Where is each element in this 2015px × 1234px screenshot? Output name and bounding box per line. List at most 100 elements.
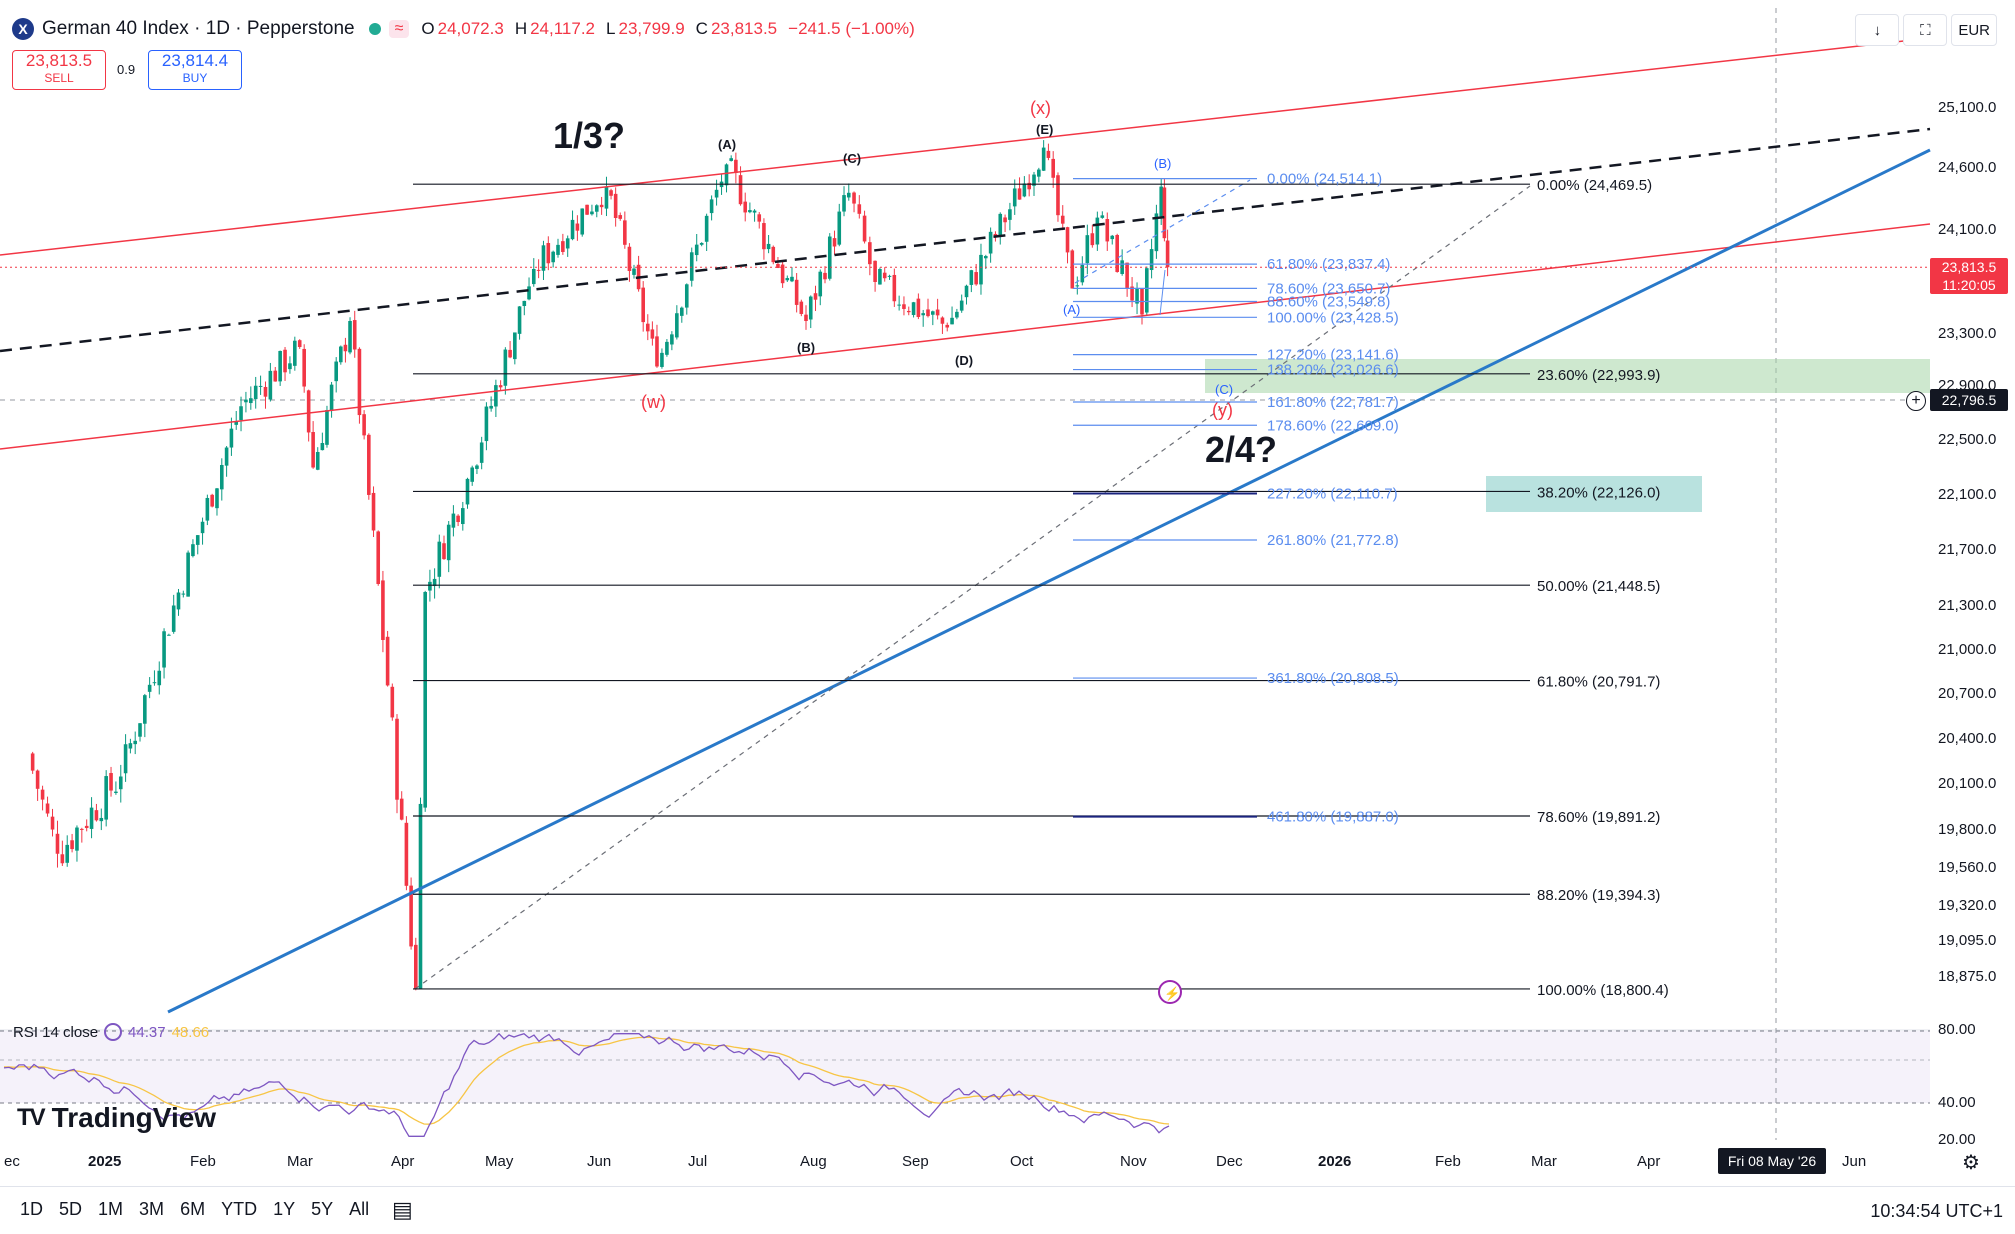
candle-body	[729, 158, 733, 161]
candle-body	[181, 593, 186, 595]
candle-body	[921, 313, 925, 316]
candle-body	[244, 399, 248, 403]
candle-body	[30, 753, 35, 771]
candle-body	[498, 385, 503, 388]
fib-extension-label: 178.60% (22,609.0)	[1267, 417, 1399, 434]
channel-lower-line	[0, 223, 1931, 450]
price-axis-label: 21,700.0	[1938, 541, 1997, 558]
candle-body	[118, 776, 123, 790]
current-price: 23,813.5	[1941, 259, 1997, 275]
wave-indicator-icon[interactable]: ≈	[388, 20, 410, 38]
candle-body	[513, 332, 517, 360]
tradingview-mark-icon: TV	[17, 1104, 46, 1131]
candle-body	[950, 317, 954, 325]
candle-body	[1046, 150, 1051, 158]
candle-body	[618, 215, 623, 219]
candle-body	[399, 798, 404, 820]
candle-body	[432, 578, 437, 587]
candle-body	[645, 323, 650, 332]
download-icon[interactable]: ↓	[1855, 14, 1900, 46]
range-ytd[interactable]: YTD	[221, 1199, 258, 1219]
candle-body	[239, 406, 243, 421]
candle-body	[931, 311, 935, 315]
range-6m[interactable]: 6M	[180, 1199, 206, 1219]
rsi-source-icon[interactable]	[104, 1023, 123, 1041]
price-axis-label: 20,700.0	[1938, 685, 1997, 702]
candle-body	[852, 192, 856, 204]
tradingview-logo[interactable]: TV TradingView	[17, 1102, 216, 1134]
candle-body	[283, 349, 287, 373]
candle-body	[418, 803, 423, 990]
time-axis-label: Jun	[1842, 1153, 1867, 1170]
rsi-legend[interactable]: RSI 14 close 44.37 48.66	[13, 1023, 209, 1041]
candle-body	[1145, 268, 1149, 313]
wave-label: (C)	[843, 151, 861, 166]
time-axis-label: Apr	[1637, 1153, 1661, 1170]
sell-button[interactable]: 23,813.5 SELL	[12, 50, 106, 90]
candle-body	[650, 329, 655, 339]
candle-body	[561, 241, 565, 252]
candle-body	[604, 186, 609, 209]
candle-body	[790, 276, 794, 282]
range-5y[interactable]: 5Y	[311, 1199, 334, 1219]
candle-body	[556, 244, 560, 255]
candle-body	[1041, 147, 1046, 171]
rsi-ma-value: 48.66	[171, 1023, 210, 1041]
symbol-title[interactable]: German 40 Index · 1D · Pepperstone	[42, 18, 355, 39]
goto-date-calendar-icon[interactable]: ▤	[392, 1197, 413, 1222]
candle-body	[171, 605, 176, 632]
candle-body	[479, 442, 484, 463]
wave-label: (y)	[1212, 400, 1233, 420]
symbol-logo-icon[interactable]: X	[12, 18, 34, 40]
fib-extension-label: 88.60% (23,549.8)	[1267, 294, 1390, 311]
fib-zone-23-6	[1205, 359, 1930, 393]
candle-body	[40, 789, 45, 800]
ohlc-change-value: −241.5 (−1.00%)	[788, 19, 915, 38]
buy-button[interactable]: 23,814.4 BUY	[148, 50, 242, 90]
settings-gear-icon[interactable]: ⚙	[1962, 1152, 1980, 1174]
fib-extension-label: 0.00% (24,514.1)	[1267, 171, 1382, 188]
fib-retracement-label: 88.20% (19,394.3)	[1537, 887, 1660, 904]
range-5d[interactable]: 5D	[59, 1199, 83, 1219]
candle-body	[808, 296, 813, 320]
candle-body	[409, 885, 413, 947]
candle-body	[138, 723, 142, 737]
candle-body	[489, 405, 493, 409]
sell-price: 23,813.5	[25, 51, 93, 70]
candle-body	[1154, 213, 1159, 252]
candle-body	[219, 464, 224, 490]
range-1y[interactable]: 1Y	[273, 1199, 296, 1219]
candle-body	[1032, 174, 1036, 186]
candle-body	[1159, 186, 1163, 217]
range-1m[interactable]: 1M	[98, 1199, 124, 1219]
rsi-band	[0, 1031, 1930, 1103]
range-3m[interactable]: 3M	[139, 1199, 165, 1219]
candle-body	[827, 236, 832, 279]
candle-body	[339, 346, 343, 363]
time-axis-label: Jun	[587, 1153, 612, 1170]
buy-price: 23,814.4	[161, 51, 229, 70]
candle-body	[1037, 169, 1041, 177]
add-alert-plus-icon[interactable]: +	[1906, 391, 1926, 411]
currency-select[interactable]: EUR	[1951, 14, 1997, 46]
price-axis-label: 19,095.0	[1938, 932, 1997, 949]
current-price-tag: 23,813.5 11:20:05	[1930, 258, 2008, 294]
range-1d[interactable]: 1D	[20, 1199, 44, 1219]
range-all[interactable]: All	[349, 1199, 370, 1219]
candle-body	[585, 204, 589, 215]
candle-body	[302, 348, 306, 387]
candle-body	[1060, 215, 1065, 224]
channel-upper-line	[0, 37, 1931, 256]
wave-label: (B)	[797, 340, 815, 355]
candle-body	[446, 524, 451, 561]
candle-body	[1125, 262, 1129, 289]
clock-timezone[interactable]: 10:34:54 UTC+1	[1870, 1201, 2003, 1221]
time-axis-label: Mar	[1531, 1153, 1557, 1170]
candle-body	[804, 314, 808, 321]
fib-retracement-label: 23.60% (22,993.9)	[1537, 367, 1660, 384]
candle-body	[906, 310, 911, 313]
fullscreen-icon[interactable]: ⛶	[1903, 14, 1948, 46]
candle-body	[551, 251, 555, 263]
candle-body	[1003, 217, 1007, 223]
